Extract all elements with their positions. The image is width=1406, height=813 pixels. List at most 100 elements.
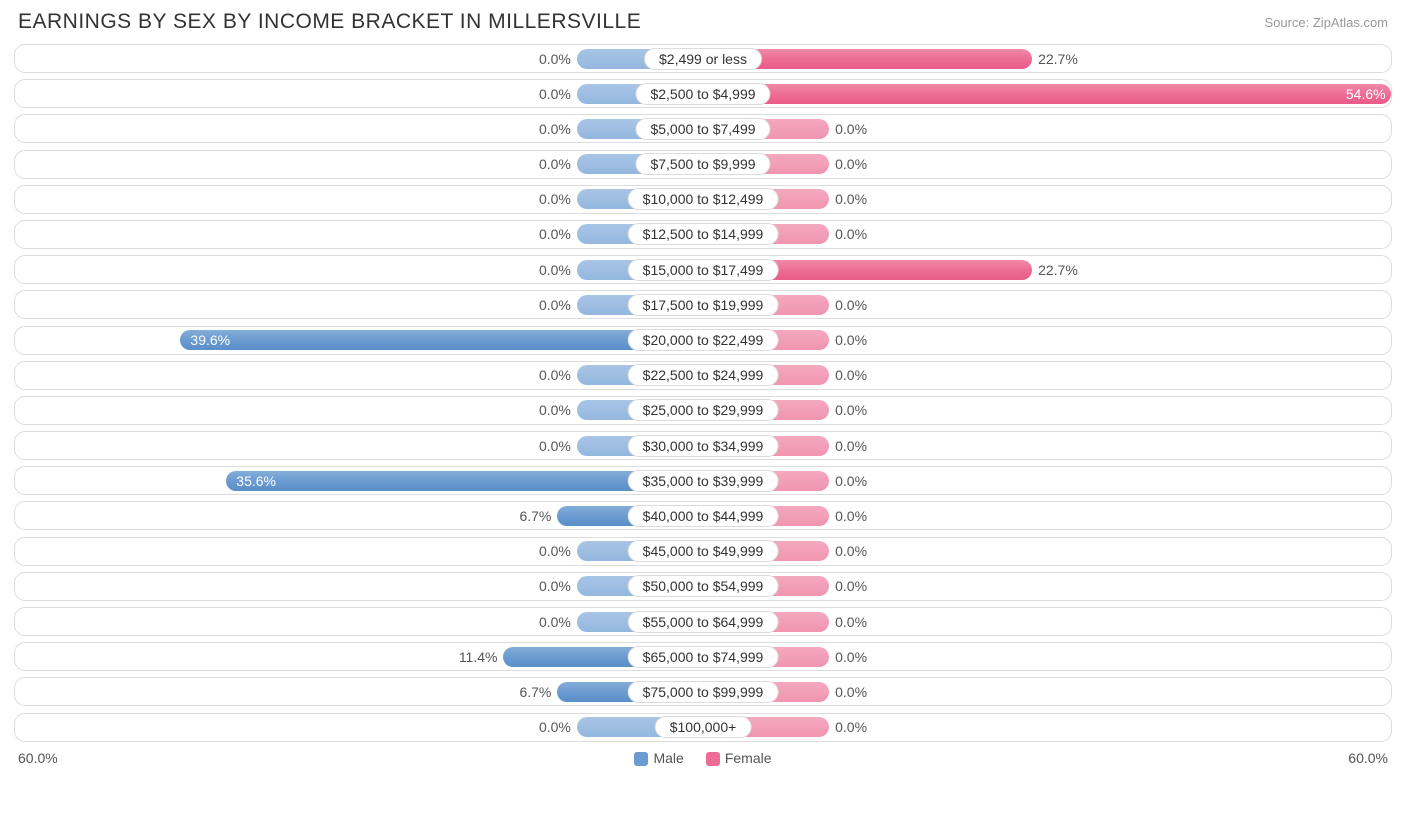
bracket-label: $2,500 to $4,999 xyxy=(635,83,770,105)
chart-row: 0.0%0.0%$10,000 to $12,499 xyxy=(14,185,1392,214)
male-half: 0.0% xyxy=(15,432,703,459)
male-value: 0.0% xyxy=(539,614,571,630)
female-half: 0.0% xyxy=(703,151,1391,178)
chart-header: EARNINGS BY SEX BY INCOME BRACKET IN MIL… xyxy=(0,0,1406,40)
male-value: 0.0% xyxy=(539,86,571,102)
female-value: 0.0% xyxy=(835,226,867,242)
chart-row: 0.0%0.0%$100,000+ xyxy=(14,713,1392,742)
male-half: 0.0% xyxy=(15,221,703,248)
male-half: 0.0% xyxy=(15,362,703,389)
chart-row: 0.0% 54.6% $2,500 to $4,999 xyxy=(14,79,1392,108)
female-half: 0.0% xyxy=(703,291,1391,318)
female-half: 0.0% xyxy=(703,467,1391,494)
female-value: 0.0% xyxy=(835,684,867,700)
chart-footer: 60.0% Male Female 60.0% xyxy=(0,748,1406,766)
male-value: 0.0% xyxy=(539,367,571,383)
chart-row: 0.0% 0.0% $17,500 to $19,999 xyxy=(14,290,1392,319)
chart-row: 0.0%0.0%$50,000 to $54,999 xyxy=(14,572,1392,601)
male-half: 0.0% xyxy=(15,80,703,107)
male-value: 0.0% xyxy=(539,438,571,454)
male-half: 6.7% xyxy=(15,502,703,529)
male-value: 0.0% xyxy=(539,121,571,137)
male-half: 11.4% xyxy=(15,643,703,670)
female-bar xyxy=(703,84,1391,104)
chart-row: 0.0%0.0%$12,500 to $14,999 xyxy=(14,220,1392,249)
bracket-label: $35,000 to $39,999 xyxy=(628,470,779,492)
bracket-label: $5,000 to $7,499 xyxy=(635,118,770,140)
female-half: 0.0% xyxy=(703,432,1391,459)
bracket-label: $55,000 to $64,999 xyxy=(628,611,779,633)
male-value: 0.0% xyxy=(539,51,571,67)
axis-right-label: 60.0% xyxy=(1348,750,1388,766)
female-half: 0.0% xyxy=(703,115,1391,142)
chart-row: 0.0%0.0%$55,000 to $64,999 xyxy=(14,607,1392,636)
chart-row: 6.7%0.0%$75,000 to $99,999 xyxy=(14,677,1392,706)
legend-female: Female xyxy=(706,750,772,766)
chart-row: 0.0% 22.7% $15,000 to $17,499 xyxy=(14,255,1392,284)
female-value: 0.0% xyxy=(835,191,867,207)
chart-row: 6.7%0.0%$40,000 to $44,999 xyxy=(14,501,1392,530)
axis-left-label: 60.0% xyxy=(18,750,58,766)
male-half: 0.0% xyxy=(15,45,703,72)
chart-row: 11.4%0.0%$65,000 to $74,999 xyxy=(14,642,1392,671)
female-value: 0.0% xyxy=(835,297,867,313)
chart-body: 0.0%22.7%$2,499 or less0.0%54.6%$2,500 t… xyxy=(0,40,1406,742)
female-value: 0.0% xyxy=(835,719,867,735)
chart-source: Source: ZipAtlas.com xyxy=(1264,15,1388,30)
male-value: 11.4% xyxy=(459,649,498,665)
male-half: 0.0% xyxy=(15,714,703,741)
male-half: 0.0% xyxy=(15,397,703,424)
male-value: 0.0% xyxy=(539,297,571,313)
female-swatch-icon xyxy=(706,752,720,766)
legend-male-label: Male xyxy=(653,750,683,766)
male-half: 0.0% xyxy=(15,115,703,142)
bracket-label: $45,000 to $49,999 xyxy=(628,540,779,562)
male-value: 0.0% xyxy=(539,543,571,559)
female-value: 0.0% xyxy=(835,156,867,172)
male-value: 0.0% xyxy=(539,578,571,594)
male-value: 6.7% xyxy=(519,684,551,700)
female-value: 22.7% xyxy=(1038,51,1078,67)
female-half: 0.0% xyxy=(703,502,1391,529)
female-value: 0.0% xyxy=(835,578,867,594)
male-bar xyxy=(180,330,703,350)
chart-row: 0.0%0.0%$25,000 to $29,999 xyxy=(14,396,1392,425)
female-value: 0.0% xyxy=(835,473,867,489)
female-value: 0.0% xyxy=(835,543,867,559)
female-half: 0.0% xyxy=(703,186,1391,213)
male-half: 6.7% xyxy=(15,678,703,705)
female-half: 0.0% xyxy=(703,327,1391,354)
bracket-label: $10,000 to $12,499 xyxy=(628,188,779,210)
chart-row: 0.0%0.0%$22,500 to $24,999 xyxy=(14,361,1392,390)
legend-female-label: Female xyxy=(725,750,772,766)
male-value: 0.0% xyxy=(539,719,571,735)
female-half: 0.0% xyxy=(703,362,1391,389)
chart-title: EARNINGS BY SEX BY INCOME BRACKET IN MIL… xyxy=(18,10,641,34)
female-value: 0.0% xyxy=(835,438,867,454)
female-value: 54.6% xyxy=(1346,86,1386,102)
male-value: 0.0% xyxy=(539,402,571,418)
chart-row: 0.0%0.0%$7,500 to $9,999 xyxy=(14,150,1392,179)
male-half: 0.0% xyxy=(15,186,703,213)
male-half: 0.0% xyxy=(15,608,703,635)
female-half: 0.0% xyxy=(703,678,1391,705)
female-half: 0.0% xyxy=(703,397,1391,424)
female-half: 0.0% xyxy=(703,538,1391,565)
female-half: 0.0% xyxy=(703,221,1391,248)
female-value: 0.0% xyxy=(835,121,867,137)
bracket-label: $17,500 to $19,999 xyxy=(628,294,779,316)
chart-row: 35.6% 0.0% $35,000 to $39,999 xyxy=(14,466,1392,495)
male-value: 0.0% xyxy=(539,262,571,278)
female-value: 22.7% xyxy=(1038,262,1078,278)
female-half: 0.0% xyxy=(703,643,1391,670)
bracket-label: $30,000 to $34,999 xyxy=(628,435,779,457)
female-value: 0.0% xyxy=(835,332,867,348)
bracket-label: $20,000 to $22,499 xyxy=(628,329,779,351)
female-half: 22.7% xyxy=(703,256,1391,283)
chart-row: 0.0% 0.0% $5,000 to $7,499 xyxy=(14,114,1392,143)
male-value: 35.6% xyxy=(236,473,276,489)
male-half: 35.6% xyxy=(15,467,703,494)
male-half: 0.0% xyxy=(15,256,703,283)
chart-row: 0.0%22.7%$2,499 or less xyxy=(14,44,1392,73)
bracket-label: $15,000 to $17,499 xyxy=(628,259,779,281)
